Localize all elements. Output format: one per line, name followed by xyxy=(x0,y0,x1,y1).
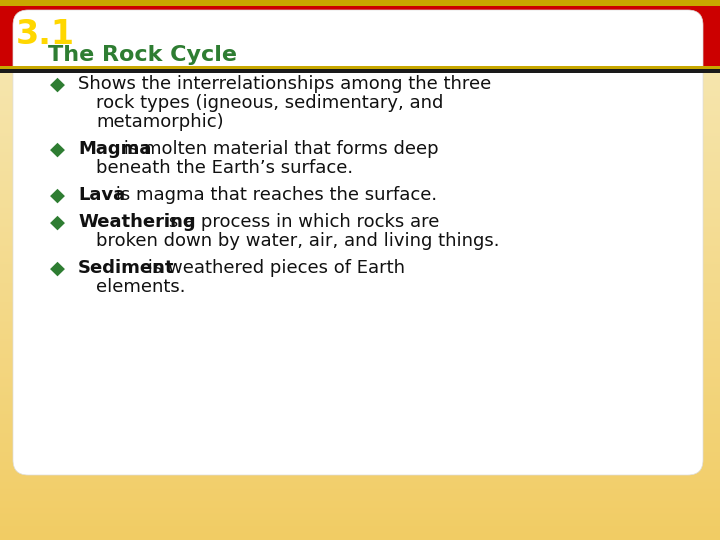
Text: The Rock Cycle: The Rock Cycle xyxy=(70,17,353,51)
Text: Magma: Magma xyxy=(78,140,151,158)
Text: beneath the Earth’s surface.: beneath the Earth’s surface. xyxy=(96,159,353,177)
Text: ◆: ◆ xyxy=(50,75,65,94)
Text: 3.1: 3.1 xyxy=(16,17,75,51)
Text: elements.: elements. xyxy=(96,278,186,296)
Text: rock types (igneous, sedimentary, and: rock types (igneous, sedimentary, and xyxy=(96,94,444,112)
Text: Shows the interrelationships among the three: Shows the interrelationships among the t… xyxy=(78,75,491,93)
Text: ◆: ◆ xyxy=(50,186,65,205)
Text: broken down by water, air, and living things.: broken down by water, air, and living th… xyxy=(96,232,500,250)
Text: Lava: Lava xyxy=(78,186,125,204)
Bar xyxy=(0,0,720,6)
Text: ◆: ◆ xyxy=(50,213,65,232)
Text: is a process in which rocks are: is a process in which rocks are xyxy=(158,213,439,231)
Text: ◆: ◆ xyxy=(50,140,65,159)
Bar xyxy=(0,66,720,69)
Text: Sediment: Sediment xyxy=(78,259,174,277)
Bar xyxy=(0,0,720,68)
Text: ◆: ◆ xyxy=(50,259,65,278)
Bar xyxy=(0,67,720,73)
Text: is magma that reaches the surface.: is magma that reaches the surface. xyxy=(110,186,437,204)
Text: Weathering: Weathering xyxy=(78,213,196,231)
Text: is molten material that forms deep: is molten material that forms deep xyxy=(118,140,438,158)
Text: The Rock Cycle: The Rock Cycle xyxy=(48,45,237,65)
FancyBboxPatch shape xyxy=(13,10,703,475)
Text: metamorphic): metamorphic) xyxy=(96,113,224,131)
Text: is weathered pieces of Earth: is weathered pieces of Earth xyxy=(142,259,405,277)
